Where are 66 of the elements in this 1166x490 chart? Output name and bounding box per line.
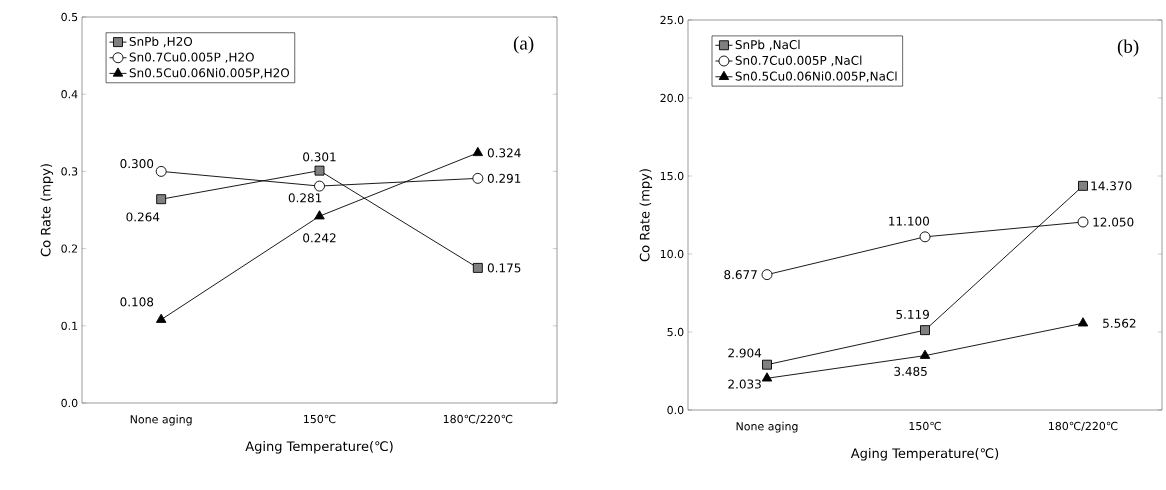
- point: [314, 165, 325, 176]
- y-tick-label: 15.0: [660, 171, 684, 181]
- legend-label: Sn0.5Cu0.06Ni0.005P,NaCl: [735, 71, 897, 82]
- data-label: 14.370: [1091, 181, 1132, 191]
- x-tick-label: 150℃: [909, 421, 941, 431]
- point: [155, 313, 167, 323]
- point: [156, 194, 167, 205]
- legend-label: SnPb ,NaCl: [735, 39, 800, 51]
- data-label: 0.175: [487, 263, 521, 273]
- data-label: 3.485: [894, 366, 927, 376]
- y-tick-label: 0.3: [61, 167, 78, 176]
- point: [1077, 317, 1089, 327]
- point: [155, 165, 167, 177]
- data-label: 8.677: [724, 270, 757, 280]
- data-label: 11.100: [889, 216, 930, 226]
- x-tick-label: 180℃/220℃: [1049, 421, 1118, 432]
- x-axis-title: Aging Temperature(℃): [245, 441, 393, 454]
- legend-label: Sn0.7Cu0.005P ,H2O: [129, 52, 254, 63]
- point: [920, 325, 930, 336]
- annotation: (a): [513, 36, 534, 54]
- data-label: 0.324: [487, 148, 521, 158]
- data-label: 5.562: [1103, 318, 1136, 328]
- point: [472, 172, 484, 184]
- y-tick-label: 0.0: [667, 405, 684, 415]
- x-axis-title: Aging Temperature(℃): [850, 448, 999, 461]
- point: [762, 359, 772, 370]
- data-label: 5.119: [896, 309, 929, 319]
- x-tick-label: None aging: [130, 414, 192, 426]
- point: [761, 372, 773, 382]
- legend-label: Sn0.7Cu0.005P ,NaCl: [735, 55, 862, 67]
- y-tick-label: 20.0: [660, 93, 684, 103]
- y-axis-title: Co Rate (mpy): [639, 169, 653, 262]
- x-tick-label: None aging: [736, 421, 798, 433]
- y-tick-label: 25.0: [660, 15, 684, 25]
- data-label: 0.108: [120, 297, 154, 307]
- y-axis-title: Co Rate (mpy): [40, 164, 54, 257]
- legend-label: SnPb ,H2O: [129, 36, 193, 48]
- data-label: 2.033: [728, 379, 761, 389]
- data-label: 0.264: [126, 212, 160, 222]
- annotation: (b): [1117, 39, 1139, 57]
- data-label: 2.904: [728, 348, 762, 358]
- legend-label: Sn0.5Cu0.06Ni0.005P,H2O: [129, 68, 290, 79]
- point: [314, 210, 325, 220]
- point: [1078, 180, 1088, 191]
- point: [761, 269, 773, 281]
- x-tick-label: 180℃/220℃: [443, 414, 513, 425]
- y-tick-label: 0.1: [61, 321, 78, 330]
- point: [472, 146, 484, 157]
- data-label: 12.050: [1093, 217, 1134, 227]
- point: [472, 262, 483, 273]
- data-label: 0.300: [120, 159, 154, 169]
- point: [919, 349, 931, 359]
- point: [314, 180, 325, 192]
- point: [1077, 216, 1089, 228]
- point: [919, 231, 931, 243]
- y-tick-label: 10.0: [660, 249, 684, 259]
- data-label: 0.281: [288, 193, 322, 203]
- y-tick-label: 0.5: [61, 12, 78, 22]
- data-label: 0.301: [303, 152, 336, 162]
- data-label: 0.291: [487, 173, 521, 183]
- data-label: 0.242: [303, 233, 336, 243]
- y-tick-label: 0.0: [61, 398, 78, 408]
- y-tick-label: 5.0: [667, 327, 684, 337]
- y-tick-label: 0.2: [61, 244, 78, 253]
- x-tick-label: 150℃: [304, 414, 336, 424]
- y-tick-label: 0.4: [61, 90, 78, 99]
